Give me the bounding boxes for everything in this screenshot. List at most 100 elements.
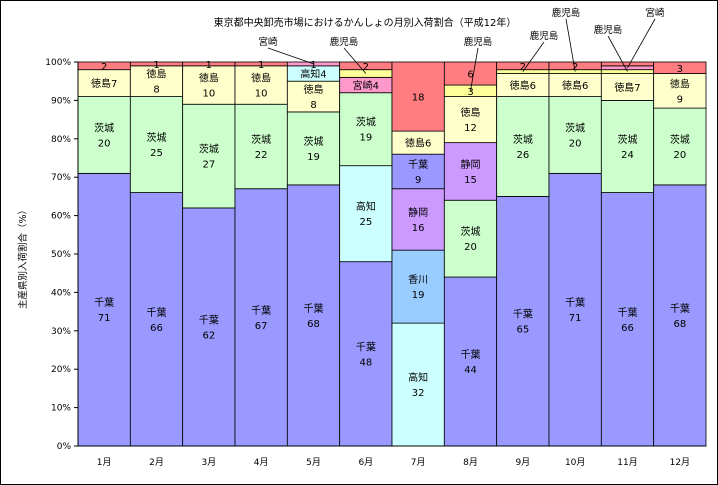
bar-9月: 千葉 65 茨城 26 徳島6 2 [496, 61, 550, 447]
bar-segment-label: 徳島 [199, 72, 219, 85]
bar-segment-label: 千葉 [565, 296, 585, 309]
bar-segment-label: 茨城 [356, 116, 376, 129]
x-tick-label: 2月 [149, 457, 164, 468]
y-tick-label: 80% [51, 135, 71, 145]
bar-segment [391, 188, 445, 251]
bar-segment-label: 68 [307, 319, 320, 330]
bar-segment-label: 千葉 [251, 304, 271, 317]
bar-segment-label: 65 [516, 325, 529, 336]
callout-leader-line [627, 18, 656, 68]
bar-segment-label: 茨城 [94, 121, 114, 134]
bar-segment-label: 高知 [408, 371, 428, 384]
bar-segment [653, 107, 707, 186]
y-tick-label: 30% [51, 327, 71, 337]
bar-segment-label: 12 [464, 123, 477, 134]
bar-segment [286, 184, 341, 447]
y-tick-label: 10% [51, 404, 71, 414]
bar-segment-label: 6 [467, 70, 473, 81]
y-tick-label: 70% [51, 173, 71, 183]
bar-segment-label: 9 [415, 175, 421, 186]
bar-segment-label: 3 [467, 87, 473, 98]
x-tick-label: 7月 [411, 457, 426, 468]
bar-segment [77, 69, 131, 97]
bar-segment [182, 207, 236, 447]
bar-segment-label: 10 [202, 89, 215, 100]
x-tick-label: 8月 [463, 457, 478, 468]
callout-leader-line [565, 18, 576, 72]
bar-segment-label: 千葉 [408, 158, 428, 171]
bar-segment-label: 茨城 [670, 133, 690, 146]
bar-segment-label: 茨城 [199, 143, 219, 156]
bar-12月: 千葉 68 茨城 20 徳島 9 3 [653, 61, 707, 447]
bar-segment-label: 15 [464, 175, 477, 186]
bar-segment-label: 徳島 [670, 77, 690, 90]
bar-segment-label: 千葉 [199, 313, 219, 326]
bar-segment-label: 24 [621, 150, 634, 161]
bar-segment-label: 香川 [408, 274, 428, 286]
bar-segment [286, 111, 341, 186]
bar-segment [443, 142, 498, 201]
bar-segment [443, 96, 498, 144]
bar-segment-label: 67 [255, 321, 268, 332]
bar-segment-label: 1 [153, 60, 159, 71]
y-tick-label: 0% [57, 442, 72, 452]
bar-10月: 千葉 71 茨城 20 徳島6 2 [548, 61, 602, 447]
bar-segment-label: 徳島 [304, 83, 324, 96]
bar-segment [496, 96, 550, 197]
bar-segment-label: 静岡 [461, 158, 481, 171]
bar-segment-label: 62 [202, 330, 215, 341]
bar-segment-label: 68 [673, 319, 686, 330]
bar-segment-label: 66 [621, 323, 634, 334]
bar-segment-label: 19 [307, 152, 320, 163]
x-tick-label: 6月 [358, 457, 373, 468]
bar-segment-label: 9 [677, 94, 683, 105]
bar-segment [653, 184, 707, 447]
bar-segment-label: 1 [258, 60, 264, 71]
bar-segment-label: 25 [150, 148, 163, 159]
bar-segment-label: 徳島7 [614, 81, 640, 94]
bar-4月: 千葉 67 茨城 22 徳島 10 1 [234, 60, 288, 447]
bar-segment [653, 61, 707, 74]
callout-label: 宮崎 [258, 36, 278, 48]
bar-segment-label: 19 [412, 290, 425, 301]
bar-segment [339, 165, 393, 263]
bar-segment-label: 10 [255, 89, 268, 100]
bar-segment [443, 276, 498, 447]
bar-segment-label: 20 [464, 242, 477, 253]
callout-leader-line [522, 41, 545, 72]
bar-segment-label: 2 [572, 62, 578, 73]
bar-segment-label: 茨城 [565, 121, 585, 134]
bar-segment [339, 92, 393, 167]
callout-label: 鹿児島 [464, 36, 493, 48]
y-axis-label: 主産県別入荷割合（%） [17, 205, 29, 309]
callout-label: 鹿児島 [330, 36, 359, 48]
bar-segment [339, 261, 393, 447]
bar-segment [496, 195, 550, 447]
x-tick-label: 11月 [617, 457, 637, 468]
bar-segment-label: 千葉 [304, 302, 324, 315]
callout-leader-line [267, 47, 314, 65]
bar-7月: 高知 32 香川 19 静岡 16 千葉 9 徳島6 18 [391, 61, 445, 447]
bar-segment [182, 103, 236, 209]
y-tick-label: 40% [51, 288, 71, 298]
bar-segment-label: 茨城 [461, 225, 481, 238]
bar-segment-label: 茨城 [513, 133, 533, 146]
plot-area: 0% 10% 20% 30% 40% 50% 60% 70% 80% 90% 100% 千葉 71 茨城 2… [45, 7, 707, 468]
bar-8月: 千葉 44 茨城 20 静岡 15 徳島 12 3 6 [443, 61, 498, 447]
bar-segment [548, 96, 602, 174]
bar-segment-label: 徳島 [251, 72, 271, 85]
bar-segment [391, 153, 445, 190]
bar-segment-label: 徳島6 [405, 137, 431, 150]
bar-segment [234, 188, 288, 447]
bar-segment-label: 徳島 [147, 68, 167, 81]
bar-segment-label: 18 [412, 93, 425, 104]
bar-segment-label: 71 [569, 313, 582, 324]
y-tick-label: 60% [51, 212, 71, 222]
x-tick-label: 10月 [565, 457, 585, 468]
bar-segment [600, 100, 655, 193]
bar-segment [77, 172, 131, 447]
callout-leader-line [607, 35, 628, 72]
